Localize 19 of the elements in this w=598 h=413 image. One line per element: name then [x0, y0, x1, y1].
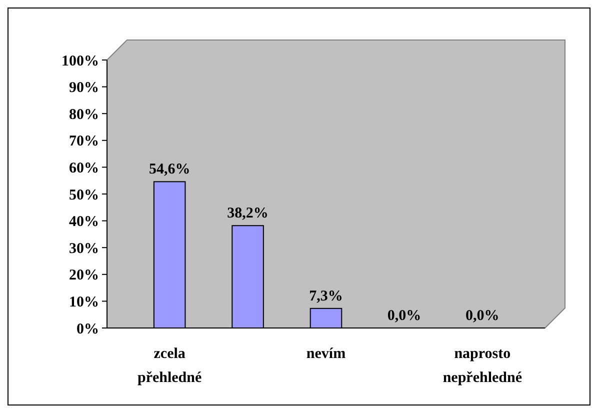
y-tick-label: 90% [69, 80, 99, 96]
x-tick-label: nevím [306, 346, 346, 362]
y-tick-label: 50% [69, 187, 99, 204]
y-tick-label: 100% [62, 53, 99, 70]
data-label: 38,2% [227, 206, 268, 222]
y-tick-label: 80% [69, 106, 99, 123]
y-tick-label: 10% [69, 294, 99, 310]
data-label: 7,3% [309, 288, 343, 304]
y-tick-label: 70% [69, 134, 99, 150]
data-label: 0,0% [466, 308, 500, 324]
x-tick-label: zcela přehledné [137, 346, 202, 386]
data-label: 0,0% [387, 308, 422, 324]
data-label: 54,6% [148, 162, 190, 178]
y-tick-label: 20% [69, 268, 99, 284]
x-tick-label: naprosto nepřehledné [442, 346, 522, 386]
y-tick-label: 60% [69, 160, 99, 176]
y-tick-label: 0% [76, 321, 99, 338]
y-tick-label: 40% [69, 214, 99, 230]
y-tick-label: 30% [69, 240, 99, 257]
